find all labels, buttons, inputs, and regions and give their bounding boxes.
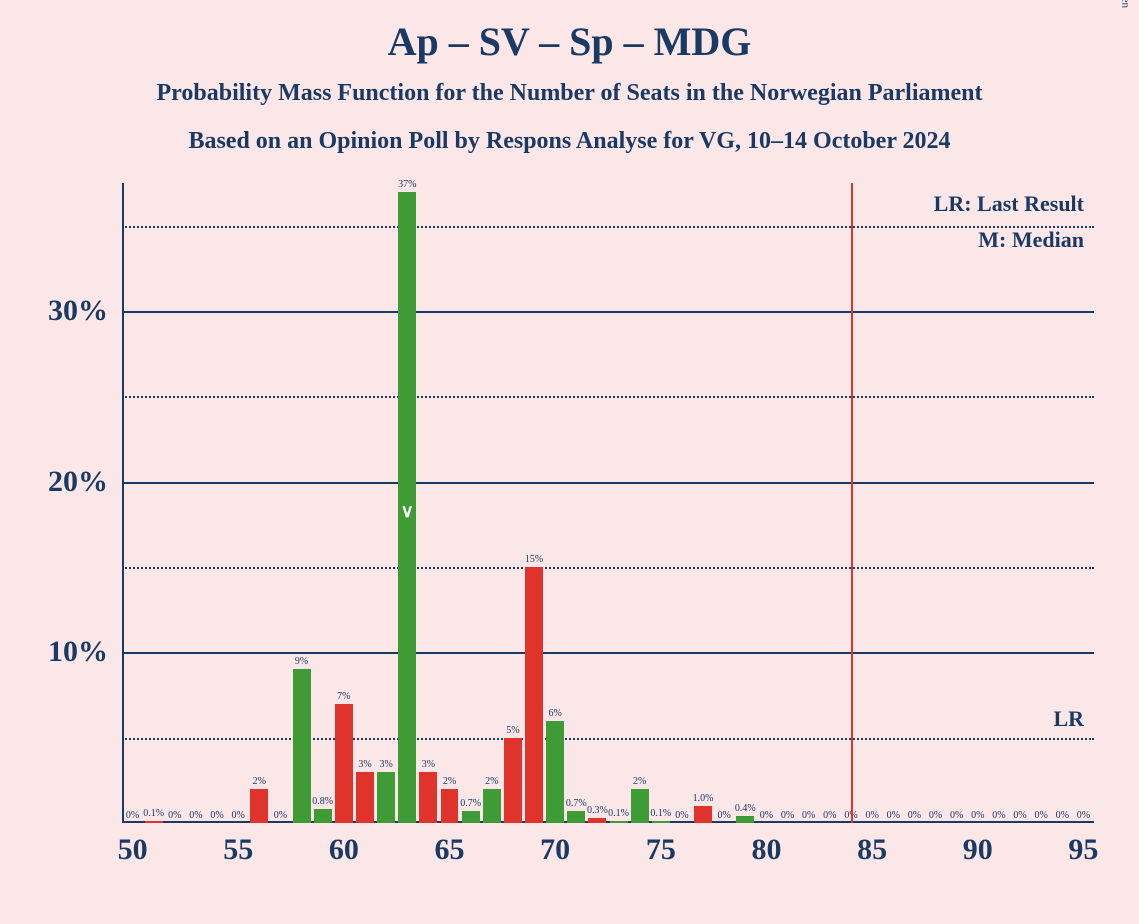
bar-value-label: 2% — [253, 776, 266, 789]
bar-value-label: 0% — [865, 810, 878, 823]
x-tick-label: 85 — [857, 823, 887, 867]
bar-value-label: 15% — [525, 554, 543, 567]
bar: 7% — [335, 704, 353, 823]
y-tick-label: 20% — [48, 465, 122, 499]
bar: 0.7% — [462, 811, 480, 823]
bar-value-label: 9% — [295, 656, 308, 669]
legend-median: M: Median — [978, 227, 1094, 253]
bar: 2% — [441, 789, 459, 823]
bar-value-label: 0% — [718, 810, 731, 823]
bar-value-label: 0% — [971, 810, 984, 823]
grid-line-minor — [122, 226, 1094, 228]
bar: 5% — [504, 738, 522, 823]
bar: 2% — [631, 789, 649, 823]
bar-value-label: 0.4% — [735, 803, 756, 816]
grid-line — [122, 652, 1094, 654]
bar: 0.7% — [567, 811, 585, 823]
bar-value-label: 0% — [189, 810, 202, 823]
lr-short-label: LR — [1053, 706, 1094, 732]
bar-value-label: 0% — [950, 810, 963, 823]
bar-value-label: 5% — [506, 725, 519, 738]
bar-value-label: 0% — [126, 810, 139, 823]
bar: 0.1% — [610, 821, 628, 823]
bar: 0.3% — [588, 818, 606, 823]
bar-value-label: 0.7% — [460, 798, 481, 811]
chart-subtitle-2: Based on an Opinion Poll by Respons Anal… — [0, 128, 1139, 155]
bar: 0.8% — [314, 809, 332, 823]
bar-value-label: 3% — [379, 759, 392, 772]
legend-last-result: LR: Last Result — [934, 191, 1094, 217]
bar-value-label: 1.0% — [693, 793, 714, 806]
bar: 37%∨ — [398, 192, 416, 823]
bar: 0.4% — [736, 816, 754, 823]
bar: 6% — [546, 721, 564, 823]
bar: 15% — [525, 567, 543, 823]
x-tick-label: 65 — [435, 823, 465, 867]
grid-line-minor — [122, 396, 1094, 398]
bar: 9% — [293, 669, 311, 823]
grid-line-minor — [122, 738, 1094, 740]
bar-value-label: 2% — [443, 776, 456, 789]
bar-value-label: 0% — [168, 810, 181, 823]
x-tick-label: 50 — [118, 823, 148, 867]
grid-line — [122, 482, 1094, 484]
bar: 1.0% — [694, 806, 712, 823]
bar-value-label: 3% — [422, 759, 435, 772]
bar: 2% — [250, 789, 268, 823]
bar-value-label: 3% — [358, 759, 371, 772]
bar-value-label: 0.1% — [608, 808, 629, 821]
bar-value-label: 0.8% — [312, 796, 333, 809]
x-tick-label: 70 — [540, 823, 570, 867]
x-tick-label: 90 — [963, 823, 993, 867]
bar-value-label: 2% — [485, 776, 498, 789]
copyright-label: © 2024 Filip van Laenen — [1119, 0, 1131, 8]
bar-value-label: 0% — [1056, 810, 1069, 823]
bar-value-label: 0% — [1013, 810, 1026, 823]
bar-value-label: 0% — [781, 810, 794, 823]
x-tick-label: 55 — [223, 823, 253, 867]
bar-value-label: 0.1% — [650, 808, 671, 821]
bar-value-label: 7% — [337, 691, 350, 704]
bar-value-label: 0.3% — [587, 805, 608, 818]
plot-area: 10%20%30%505560657075808590950%0.1%0%0%0… — [122, 183, 1094, 823]
median-marker: ∨ — [401, 502, 414, 520]
bar-value-label: 0% — [274, 810, 287, 823]
bar-value-label: 0% — [1077, 810, 1090, 823]
bar-value-label: 0% — [929, 810, 942, 823]
last-result-line — [851, 183, 853, 823]
x-tick-label: 95 — [1068, 823, 1098, 867]
y-tick-label: 10% — [48, 635, 122, 669]
grid-line — [122, 311, 1094, 313]
y-tick-label: 30% — [48, 294, 122, 328]
bar: 0.1% — [145, 821, 163, 823]
x-tick-label: 60 — [329, 823, 359, 867]
x-tick-label: 80 — [751, 823, 781, 867]
bar-value-label: 0% — [675, 810, 688, 823]
bar-value-label: 0.7% — [566, 798, 587, 811]
bar-value-label: 0% — [823, 810, 836, 823]
bar-value-label: 0% — [992, 810, 1005, 823]
bar: 2% — [483, 789, 501, 823]
chart-canvas: Ap – SV – Sp – MDG Probability Mass Func… — [0, 0, 1139, 924]
bar-value-label: 0% — [802, 810, 815, 823]
chart-title: Ap – SV – Sp – MDG — [0, 18, 1139, 65]
bar-value-label: 0% — [760, 810, 773, 823]
chart-subtitle-1: Probability Mass Function for the Number… — [0, 80, 1139, 107]
bar: 3% — [377, 772, 395, 823]
x-tick-label: 75 — [646, 823, 676, 867]
bar-value-label: 0% — [232, 810, 245, 823]
bar: 0.1% — [652, 821, 670, 823]
bar-value-label: 6% — [548, 708, 561, 721]
bar-value-label: 0% — [908, 810, 921, 823]
bar: 3% — [356, 772, 374, 823]
grid-line-minor — [122, 567, 1094, 569]
bar-value-label: 0% — [1034, 810, 1047, 823]
bar: 3% — [419, 772, 437, 823]
bar-value-label: 2% — [633, 776, 646, 789]
bar-value-label: 0% — [210, 810, 223, 823]
y-axis — [122, 183, 124, 823]
bar-value-label: 0.1% — [143, 808, 164, 821]
bar-value-label: 37% — [398, 179, 416, 192]
bar-value-label: 0% — [887, 810, 900, 823]
